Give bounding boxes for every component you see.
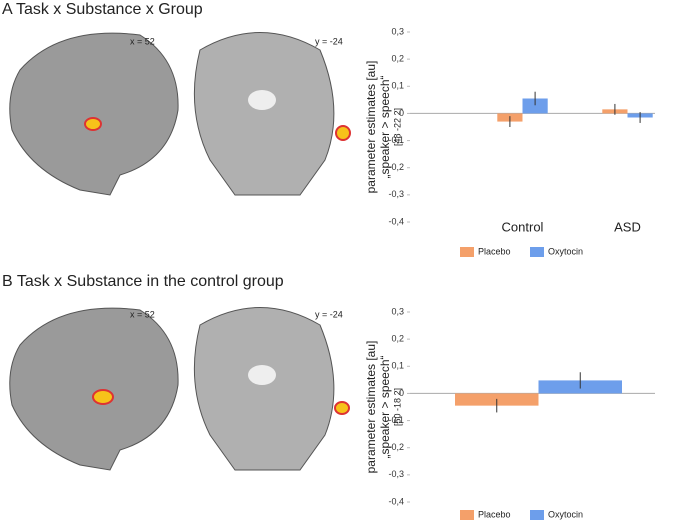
legend-label: Oxytocin (548, 509, 583, 519)
y-tick-label: 0,2 (391, 334, 404, 344)
bar (522, 98, 548, 114)
y-tick-label: 0,1 (391, 361, 404, 371)
y-tick-label: -0,1 (388, 135, 404, 145)
y-tick-label: 0,2 (391, 54, 404, 64)
legend-swatch (530, 247, 544, 257)
y-tick-label: -0,3 (388, 189, 404, 199)
brain-images-a (9, 32, 351, 196)
y-tick-label: 0 (399, 108, 404, 118)
x-tick-label: ASD (614, 219, 641, 234)
y-tick-label: 0,3 (391, 306, 404, 316)
y-axis-label: parameter estimates [au] (364, 61, 378, 194)
y-tick-label: 0,3 (391, 26, 404, 36)
y-tick-label: 0 (399, 388, 404, 398)
y-axis-label: [50 -18 2] (392, 388, 402, 426)
y-tick-label: -0,2 (388, 162, 404, 172)
legend-swatch (460, 510, 474, 520)
legend-label: Oxytocin (548, 246, 583, 256)
y-tick-label: 0,1 (391, 81, 404, 91)
y-axis-label: [48 -22 2] (392, 108, 402, 146)
legend-swatch (460, 247, 474, 257)
legend-label: Placebo (478, 509, 511, 519)
legend-label: Placebo (478, 246, 511, 256)
legend-swatch (530, 510, 544, 520)
image-label: y = -24 (315, 309, 343, 319)
y-tick-label: -0,1 (388, 415, 404, 425)
y-axis-label: „speaker > speech“ (378, 75, 392, 178)
image-label: x = 52 (130, 309, 155, 319)
x-tick-label: Control (502, 219, 544, 234)
y-tick-label: -0,4 (388, 216, 404, 226)
y-tick-label: -0,3 (388, 469, 404, 479)
image-label: x = 52 (130, 36, 155, 46)
y-axis-label: „speaker > speech“ (378, 355, 392, 458)
y-tick-label: -0,2 (388, 442, 404, 452)
y-tick-label: -0,4 (388, 496, 404, 506)
y-axis-label: parameter estimates [au] (364, 341, 378, 474)
panel-title: B Task x Substance in the control group (2, 273, 284, 290)
brain-images-b (9, 307, 350, 471)
image-label: y = -24 (315, 36, 343, 46)
panel-title: A Task x Substance x Group (2, 1, 203, 18)
